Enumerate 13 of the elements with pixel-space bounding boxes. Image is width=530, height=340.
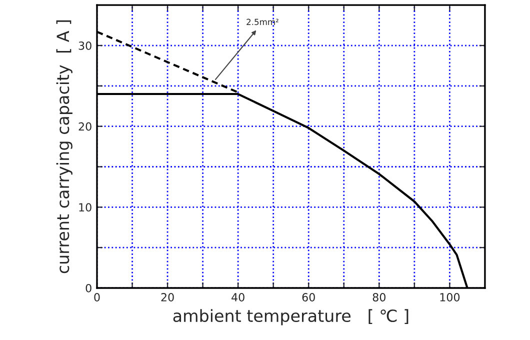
x-tick-label: 100 — [440, 293, 460, 302]
y-tick-label: 10 — [79, 203, 92, 212]
annotation: 2.5mm² — [246, 18, 278, 26]
y-tick-label: 0 — [86, 284, 92, 292]
y-tick-label: 20 — [78, 122, 92, 131]
y-tick-label: 30 — [78, 41, 92, 50]
x-tick-label: 20 — [161, 293, 174, 302]
x-axis-title: ambient temperature [ ℃ ] — [173, 309, 408, 326]
x-tick-label: 80 — [372, 293, 386, 302]
x-tick-label: 0 — [94, 293, 100, 302]
y-axis-title: current carrying capacity [ A ] — [56, 20, 72, 274]
x-tick-label: 40 — [232, 293, 244, 302]
x-tick-label: 60 — [302, 293, 315, 302]
